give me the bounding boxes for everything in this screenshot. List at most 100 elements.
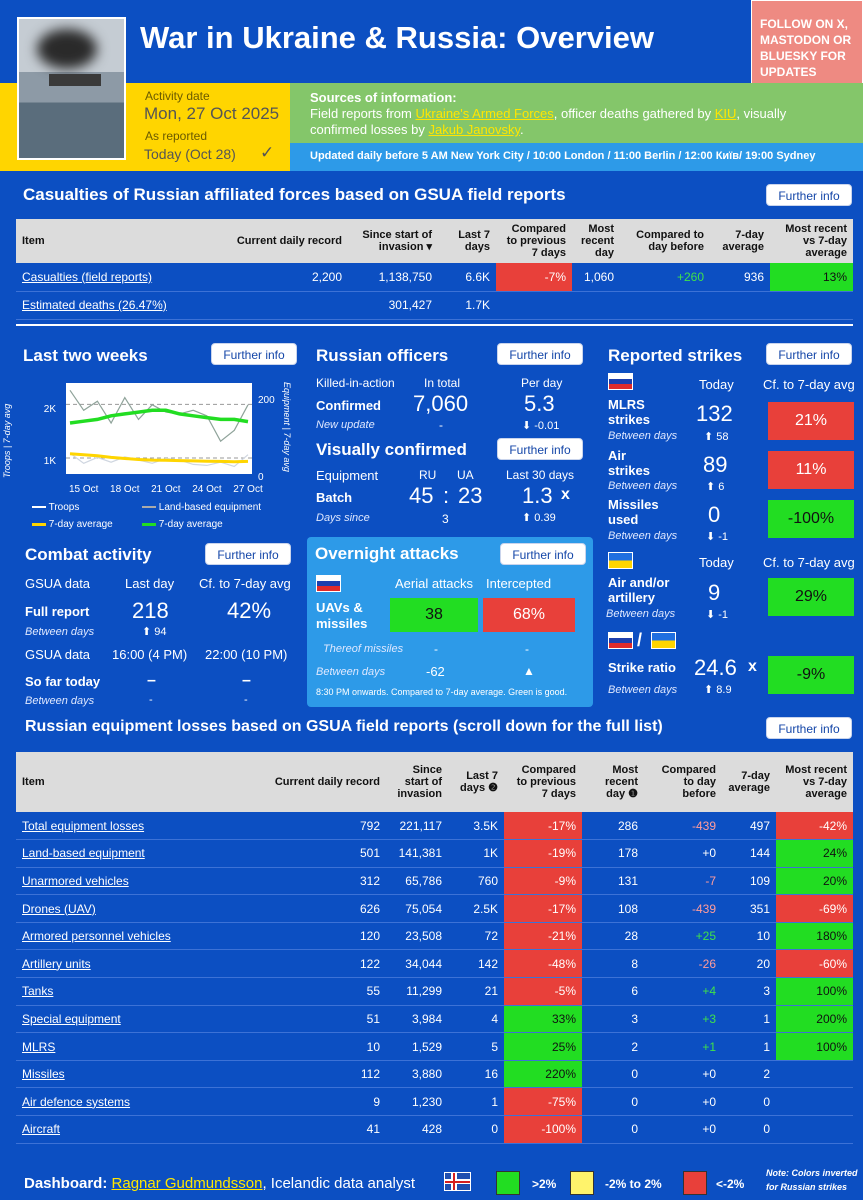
overnight-between-value: -62 bbox=[426, 664, 445, 679]
cas-h-cmp7: Compared to previous 7 days bbox=[496, 219, 572, 263]
sources-link-janovsky[interactable]: Jakub Janovsky bbox=[428, 122, 521, 137]
strikes-further-info-button[interactable]: Further info bbox=[766, 343, 852, 365]
eq-row-name[interactable]: Land-based equipment bbox=[16, 839, 246, 868]
missiles-between: Between days bbox=[608, 530, 678, 542]
eq-row-name[interactable]: Drones (UAV) bbox=[16, 894, 246, 923]
eq-row-avg: 109 bbox=[722, 867, 776, 896]
cas-row-cmp7: -7% bbox=[496, 263, 572, 292]
eq-row-vsavg: 200% bbox=[776, 1005, 853, 1034]
two-weeks-further-info-button[interactable]: Further info bbox=[211, 343, 297, 365]
eq-row-cmpday: -439 bbox=[644, 894, 722, 923]
strikes-title: Reported strikes bbox=[608, 346, 743, 365]
follow-banner[interactable]: FOLLOW ON X, MASTODON OR BLUESKY FOR UPD… bbox=[751, 0, 863, 90]
equipment-table: Item Current daily record Since start of… bbox=[16, 752, 853, 1144]
russia-flag-icon bbox=[316, 575, 341, 592]
eq-row-cmp7: -100% bbox=[504, 1115, 582, 1144]
last-day-label: Last day bbox=[125, 576, 175, 591]
combat-further-info-button[interactable]: Further info bbox=[205, 543, 291, 565]
eq-row-record: 312 bbox=[246, 867, 386, 896]
eq-row-name[interactable]: Armored personnel vehicles bbox=[16, 922, 246, 951]
eq-row-avg: 351 bbox=[722, 894, 776, 923]
eq-row-since: 34,044 bbox=[386, 949, 448, 979]
eq-row-vsavg: 20% bbox=[776, 867, 853, 896]
casualties-further-info-button[interactable]: Further info bbox=[766, 184, 852, 206]
eq-h-since: Since start of invasion bbox=[386, 752, 448, 812]
eq-row-cmpday: +4 bbox=[644, 977, 722, 1006]
legend-red-swatch bbox=[683, 1171, 707, 1195]
strike-ratio-delta: ⬆ 8.9 bbox=[704, 684, 732, 696]
eq-row-record: 9 bbox=[246, 1087, 386, 1117]
eq-row-record: 41 bbox=[246, 1115, 386, 1144]
eq-row-cmpday: +0 bbox=[644, 1115, 722, 1144]
eq-row-name[interactable]: Total equipment losses bbox=[16, 812, 246, 841]
tick-left-1k: 1K bbox=[44, 456, 57, 467]
cas-h-avg: 7-day average bbox=[710, 219, 770, 263]
equipment-further-info-button[interactable]: Further info bbox=[766, 717, 852, 739]
eq-row-cmp7: 25% bbox=[504, 1032, 582, 1061]
eq-row-vsavg: 180% bbox=[776, 922, 853, 951]
eq-row-name[interactable]: Missiles bbox=[16, 1060, 246, 1089]
table-row: Estimated deaths (26.47%) 301,427 1.7K bbox=[16, 291, 853, 320]
missiles-value: 0 bbox=[708, 502, 721, 527]
eq-row-cmpday: +25 bbox=[644, 922, 722, 951]
legend-green-swatch bbox=[496, 1171, 520, 1195]
visual-further-info-button[interactable]: Further info bbox=[497, 438, 583, 460]
eq-row-cmpday: -26 bbox=[644, 949, 722, 979]
strike-ratio-cf-box: -9% bbox=[768, 656, 854, 694]
sources-link-kiu[interactable]: KIU bbox=[714, 106, 737, 121]
kia-label: Killed-in-action bbox=[316, 376, 395, 390]
eq-row-name[interactable]: Special equipment bbox=[16, 1005, 246, 1034]
missiles-delta: ⬇ -1 bbox=[706, 531, 729, 543]
tick-right-0: 0 bbox=[258, 472, 264, 483]
strikes-today-label: Today bbox=[699, 377, 734, 392]
casualties-title: Casualties of Russian affiliated forces … bbox=[23, 185, 566, 204]
eq-row-name[interactable]: Tanks bbox=[16, 977, 246, 1006]
table-row: Drones (UAV) 626 75,054 2.5K -17% 108 -439 351-… bbox=[16, 894, 853, 923]
eq-row-record: 626 bbox=[246, 894, 386, 923]
tick-right-200: 200 bbox=[258, 395, 275, 406]
legend-land-equipment: Land-based equipment bbox=[142, 502, 261, 513]
eq-row-record: 112 bbox=[246, 1060, 386, 1089]
aerial-attacks-label: Aerial attacks bbox=[395, 576, 474, 591]
table-row: Land-based equipment 501 141,381 1K -19% 178 +… bbox=[16, 839, 853, 868]
eq-h-last7: Last 7 days ❷ bbox=[448, 752, 504, 812]
artillery-between: Between days bbox=[606, 608, 676, 620]
eq-row-recent: 0 bbox=[582, 1087, 644, 1117]
officers-further-info-button[interactable]: Further info bbox=[497, 343, 583, 365]
cas-row-since: 1,138,750 bbox=[348, 263, 438, 292]
artillery-delta: ⬇ -1 bbox=[706, 609, 729, 621]
officers-per-day-delta: ⬇ -0.01 bbox=[522, 420, 560, 432]
eq-row-last7: 5 bbox=[448, 1032, 504, 1061]
eq-row-name[interactable]: Aircraft bbox=[16, 1115, 246, 1144]
uav-label: UAVs & missiles bbox=[316, 600, 368, 631]
eq-row-name[interactable]: Air defence systems bbox=[16, 1087, 246, 1117]
colon: : bbox=[443, 483, 450, 508]
footer-note: Note: Colors inverted for Russian strike… bbox=[766, 1168, 858, 1192]
cas-row-name[interactable]: Estimated deaths (26.47%) bbox=[16, 291, 216, 320]
russia-flag-icon bbox=[608, 373, 633, 390]
full-report-delta: ⬆ 94 bbox=[142, 626, 167, 638]
sources-link-gsua[interactable]: Ukraine's Armed Forces bbox=[415, 106, 554, 121]
eq-row-recent: 6 bbox=[582, 977, 644, 1006]
sources-text-4: . bbox=[520, 122, 524, 137]
eq-row-cmpday: +0 bbox=[644, 1087, 722, 1117]
mlrs-value: 132 bbox=[696, 401, 733, 426]
missiles-cf-box: -100% bbox=[768, 500, 854, 538]
strike-ratio-between: Between days bbox=[608, 684, 678, 696]
eq-row-name[interactable]: Unarmored vehicles bbox=[16, 867, 246, 896]
eq-row-name[interactable]: Artillery units bbox=[16, 949, 246, 979]
eq-row-name[interactable]: MLRS bbox=[16, 1032, 246, 1061]
eq-h-record: Current daily record bbox=[246, 752, 386, 812]
per-day-label: Per day bbox=[521, 376, 563, 390]
sources-title: Sources of information: bbox=[310, 90, 457, 105]
legend-yellow-swatch bbox=[570, 1171, 594, 1195]
eq-row-since: 75,054 bbox=[386, 894, 448, 923]
eq-row-cmp7: -9% bbox=[504, 867, 582, 896]
eq-row-recent: 178 bbox=[582, 839, 644, 868]
cas-h-since[interactable]: Since start of invasion ▾ bbox=[348, 219, 438, 263]
eq-row-avg: 1 bbox=[722, 1005, 776, 1034]
eq-h-item: Item bbox=[16, 752, 246, 812]
author-link[interactable]: Ragnar Gudmundsson bbox=[111, 1175, 263, 1192]
cas-row-name[interactable]: Casualties (field reports) bbox=[16, 263, 216, 292]
overnight-further-info-button[interactable]: Further info bbox=[500, 543, 586, 565]
